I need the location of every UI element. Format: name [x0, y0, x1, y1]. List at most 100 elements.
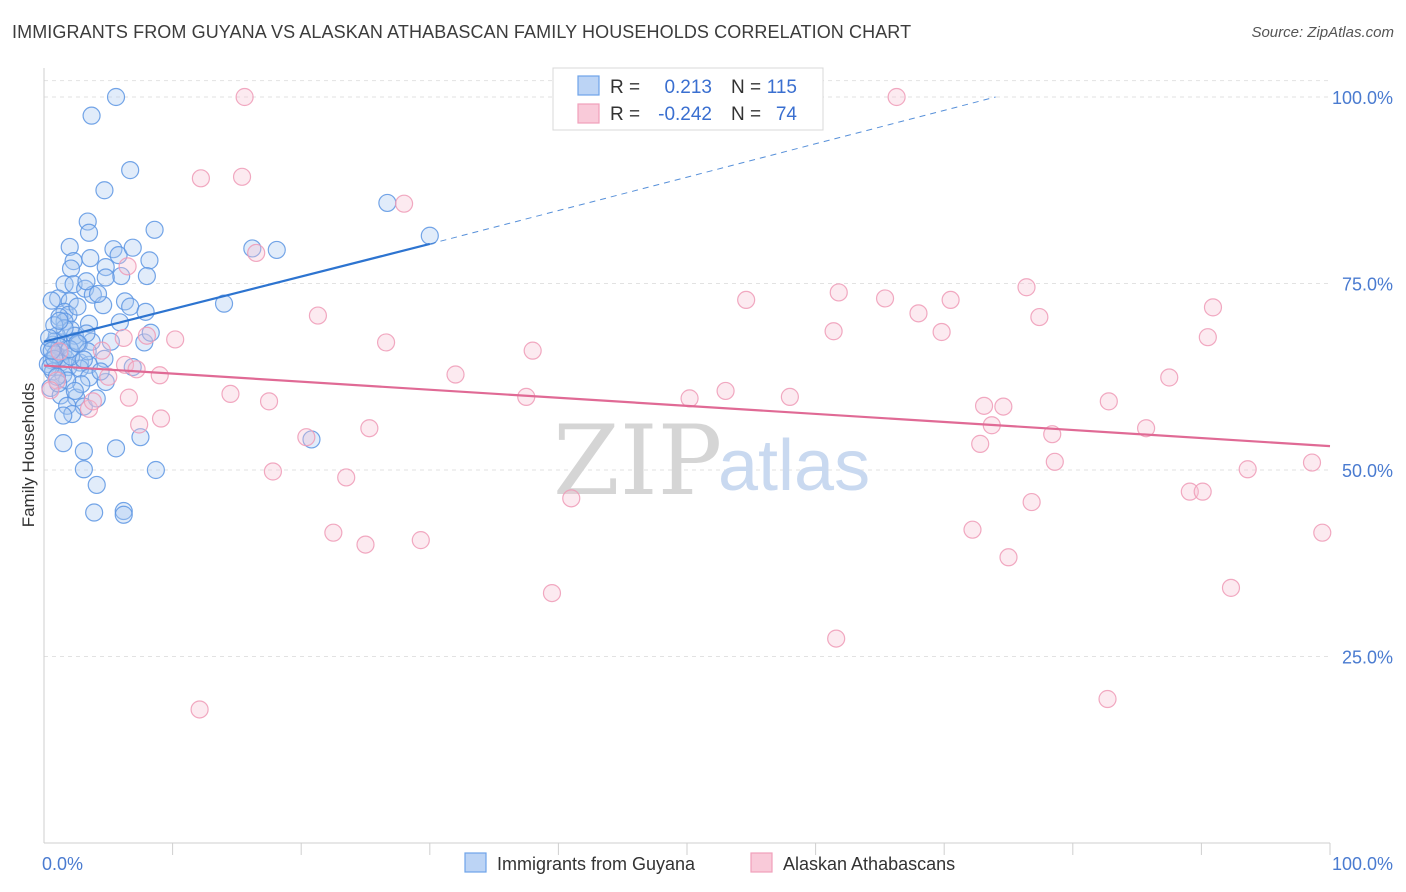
athabascan-point	[971, 434, 990, 453]
athabascan-point	[324, 523, 343, 542]
athabascan-point	[941, 290, 960, 310]
athabascan-point	[562, 489, 581, 508]
watermark-atlas: atlas	[718, 426, 870, 506]
guyana-point	[121, 161, 140, 180]
athabascan-point	[1045, 452, 1064, 471]
athabascan-point	[356, 535, 375, 554]
athabascan-point	[119, 388, 138, 407]
legend-swatch-pink	[577, 103, 600, 124]
y-tick-label: 50.0%	[1342, 461, 1393, 481]
guyana-point	[60, 237, 79, 257]
athabascan-point	[1137, 419, 1156, 438]
athabascan-point	[118, 257, 137, 276]
guyana-point	[79, 223, 99, 242]
guyana-point	[267, 240, 286, 260]
x-tick-label: 100.0%	[1332, 854, 1393, 874]
guyana-point	[74, 460, 93, 479]
guyana-point	[96, 257, 115, 277]
guyana-trend-extension	[429, 96, 996, 245]
watermark: ZIP atlas	[553, 405, 870, 517]
athabascan-point	[99, 367, 118, 386]
athabascan-point	[259, 392, 279, 411]
y-tick-label: 75.0%	[1342, 275, 1393, 295]
guyana-point	[74, 350, 93, 369]
guyana-point	[85, 503, 104, 522]
guyana-trend-line	[43, 242, 431, 343]
athabascan-point	[523, 341, 542, 360]
guyana-point	[112, 266, 131, 286]
athabascan-point	[1017, 278, 1036, 297]
athabascan-point	[680, 389, 699, 408]
series-guyana-points	[38, 87, 439, 524]
guyana-point	[140, 251, 159, 270]
athabascan-point	[963, 520, 982, 539]
guyana-point	[145, 220, 164, 239]
athabascan-point	[263, 462, 283, 481]
bottom-legend-swatch-blue	[464, 852, 487, 873]
legend-r-value-2: -0.242	[658, 104, 712, 125]
athabascan-point	[1203, 298, 1223, 317]
guyana-point	[106, 439, 126, 458]
guyana-point	[94, 296, 113, 315]
guyana-point	[123, 238, 142, 257]
legend-r-label-1: R =	[610, 77, 640, 98]
athabascan-point	[191, 169, 210, 188]
athabascan-point	[829, 283, 848, 302]
y-tick-labels: 25.0% 50.0% 75.0% 100.0%	[1332, 88, 1393, 668]
athabascan-point	[999, 548, 1018, 567]
athabascan-point	[1198, 328, 1217, 347]
guyana-point	[115, 292, 135, 311]
athabascan-point	[376, 333, 396, 352]
grid-lines	[44, 80, 1330, 657]
athabascan-point	[114, 328, 133, 348]
athabascan-point	[887, 87, 906, 107]
chart-source: Source: ZipAtlas.com	[1251, 24, 1394, 41]
legend-swatch-blue	[577, 75, 600, 96]
guyana-point	[82, 106, 101, 125]
athabascan-point	[1221, 578, 1241, 597]
athabascan-point	[360, 419, 379, 438]
athabascan-point	[115, 355, 135, 374]
athabascan-point	[974, 396, 994, 415]
athabascan-point	[41, 381, 60, 400]
y-tick-label: 25.0%	[1342, 648, 1393, 668]
athabascan-point	[137, 326, 156, 345]
athabascan-point	[994, 397, 1013, 416]
athabascan-point	[130, 415, 149, 434]
athabascan-point	[47, 371, 66, 390]
chart-title: IMMIGRANTS FROM GUYANA VS ALASKAN ATHABA…	[12, 22, 912, 42]
guyana-point	[87, 475, 106, 495]
athabascan-point	[1030, 307, 1049, 327]
athabascan-point	[1160, 368, 1179, 387]
athabascan-point	[875, 289, 895, 308]
athabascan-point	[235, 87, 254, 107]
guyana-point	[54, 434, 73, 453]
athabascan-point	[716, 381, 735, 401]
guyana-point	[95, 181, 114, 200]
athabascan-point	[308, 306, 328, 325]
athabascan-point	[127, 360, 146, 379]
series-legend: Immigrants from Guyana Alaskan Athabasca…	[464, 852, 955, 874]
guyana-point	[54, 406, 73, 425]
athabascan-point	[1099, 392, 1118, 411]
guyana-point	[378, 193, 397, 213]
guyana-point	[68, 334, 87, 353]
guyana-point	[137, 266, 156, 286]
athabascan-point	[1313, 523, 1332, 542]
guyana-point	[146, 460, 165, 480]
athabascan-point	[824, 322, 843, 341]
athabascan-point	[446, 365, 465, 384]
athabascan-point	[232, 167, 252, 186]
athabascan-point	[1180, 482, 1199, 501]
legend-r-label-2: R =	[610, 104, 640, 125]
athabascan-point	[932, 322, 951, 342]
guyana-point	[88, 284, 108, 304]
correlation-legend: R = 0.213 N = 115 R = -0.242 N = 74	[552, 67, 824, 131]
axes	[43, 68, 1331, 855]
legend-n-label-2: N =	[731, 104, 761, 125]
guyana-point	[72, 375, 91, 394]
y-axis-label: Family Households	[19, 383, 38, 528]
athabascan-point	[780, 387, 799, 406]
guyana-point	[81, 249, 100, 268]
